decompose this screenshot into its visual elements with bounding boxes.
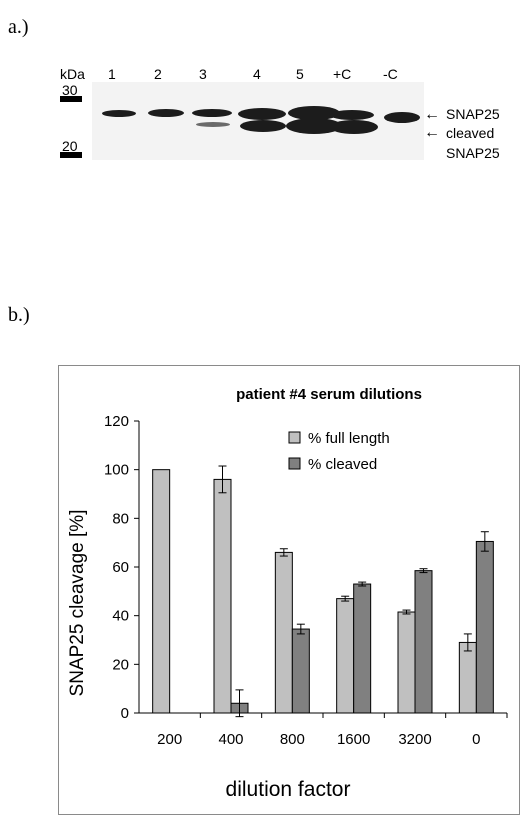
y-tick-label-6: 120 bbox=[104, 413, 129, 430]
band-positive-control-cleaved bbox=[330, 120, 378, 134]
panel-label-b: b.) bbox=[8, 304, 30, 326]
panel-label-a: a.) bbox=[8, 16, 29, 38]
blot-membrane bbox=[92, 82, 424, 160]
legend-swatch-1 bbox=[288, 457, 301, 470]
error-bar-full-length-3200 bbox=[402, 609, 411, 615]
y-tick-label-0: 0 bbox=[121, 705, 129, 722]
band-lane3-cleaved bbox=[196, 122, 230, 127]
marker-20-label: 20 bbox=[62, 138, 78, 154]
bar-chart: patient #4 serum dilutions SNAP25 cleava… bbox=[67, 386, 508, 801]
x-tick-label-2: 800 bbox=[280, 731, 305, 748]
lane-label-1: 1 bbox=[108, 66, 116, 82]
marker-20-bar bbox=[60, 152, 82, 158]
bar-full-length-400 bbox=[213, 478, 232, 714]
bar-cleaved-1600 bbox=[353, 583, 372, 714]
band-label-cleaved: cleaved bbox=[446, 125, 495, 141]
y-tick-label-3: 60 bbox=[112, 559, 129, 576]
arrow-full-icon: ← bbox=[424, 106, 440, 123]
marker-30-bar bbox=[60, 96, 82, 102]
legend: % full length % cleaved bbox=[288, 430, 390, 473]
chart-frame: patient #4 serum dilutions SNAP25 cleava… bbox=[58, 365, 520, 815]
kda-label: kDa bbox=[60, 66, 85, 82]
bar-cleaved-3200 bbox=[414, 570, 433, 714]
error-bar-full-length-800 bbox=[279, 548, 288, 557]
bar-full-length-1600 bbox=[336, 598, 355, 714]
error-bar-cleaved-800 bbox=[296, 623, 305, 635]
band-lane4-cleaved bbox=[240, 120, 286, 132]
lane-label-3: 3 bbox=[199, 66, 207, 82]
band-lane5-full bbox=[288, 106, 340, 120]
band-lane4-full bbox=[238, 108, 286, 120]
error-bar-full-length-400 bbox=[218, 465, 227, 494]
bar-full-length-0 bbox=[458, 641, 477, 714]
band-negative-control-full bbox=[384, 112, 420, 123]
band-lane2-full bbox=[148, 109, 184, 117]
bar-full-length-3200 bbox=[397, 611, 416, 714]
western-blot-panel: kDa 1 2 3 4 5 +C -C 30 20 ← SNAP25 ← cle… bbox=[0, 0, 527, 200]
band-label-cleaved-snap25: SNAP25 bbox=[446, 145, 500, 161]
legend-label-1: % cleaved bbox=[308, 456, 377, 473]
x-tick-label-1: 400 bbox=[218, 731, 243, 748]
x-axis-label: dilution factor bbox=[226, 778, 351, 801]
bar-cleaved-0 bbox=[475, 540, 494, 714]
x-tick-label-3: 1600 bbox=[337, 731, 370, 748]
y-axis-label: SNAP25 cleavage [%] bbox=[67, 510, 88, 697]
y-tick-label-4: 80 bbox=[112, 510, 129, 527]
lane-label-positive-control: +C bbox=[333, 66, 352, 82]
legend-swatch-0 bbox=[288, 431, 301, 444]
lane-label-5: 5 bbox=[296, 66, 304, 82]
lane-label-4: 4 bbox=[253, 66, 261, 82]
error-bar-cleaved-400 bbox=[235, 689, 244, 718]
x-tick-label-5: 0 bbox=[472, 731, 480, 748]
arrow-cleaved-icon: ← bbox=[424, 124, 440, 141]
x-tick-label-0: 200 bbox=[157, 731, 182, 748]
error-bar-full-length-0 bbox=[463, 633, 472, 652]
error-bar-cleaved-0 bbox=[480, 531, 489, 552]
marker-30-label: 30 bbox=[62, 82, 78, 98]
error-bar-cleaved-1600 bbox=[358, 581, 367, 587]
error-bar-full-length-1600 bbox=[341, 595, 350, 602]
band-positive-control-full bbox=[330, 110, 374, 120]
x-tick-label-4: 3200 bbox=[398, 731, 431, 748]
band-lane1-full bbox=[102, 110, 136, 117]
band-lane5-cleaved bbox=[286, 118, 342, 134]
y-tick-label-2: 40 bbox=[112, 608, 129, 625]
legend-label-0: % full length bbox=[308, 430, 390, 447]
error-bar-cleaved-3200 bbox=[419, 568, 428, 574]
bar-cleaved-800 bbox=[291, 628, 310, 714]
bar-full-length-200 bbox=[152, 469, 171, 714]
lane-label-2: 2 bbox=[154, 66, 162, 82]
y-tick-label-5: 100 bbox=[104, 462, 129, 479]
band-lane3-full bbox=[192, 109, 232, 117]
lane-label-negative-control: -C bbox=[383, 66, 398, 82]
band-label-full: SNAP25 bbox=[446, 106, 500, 122]
y-tick-label-1: 20 bbox=[112, 656, 129, 673]
bar-full-length-800 bbox=[274, 551, 293, 714]
chart-title: patient #4 serum dilutions bbox=[236, 386, 422, 403]
